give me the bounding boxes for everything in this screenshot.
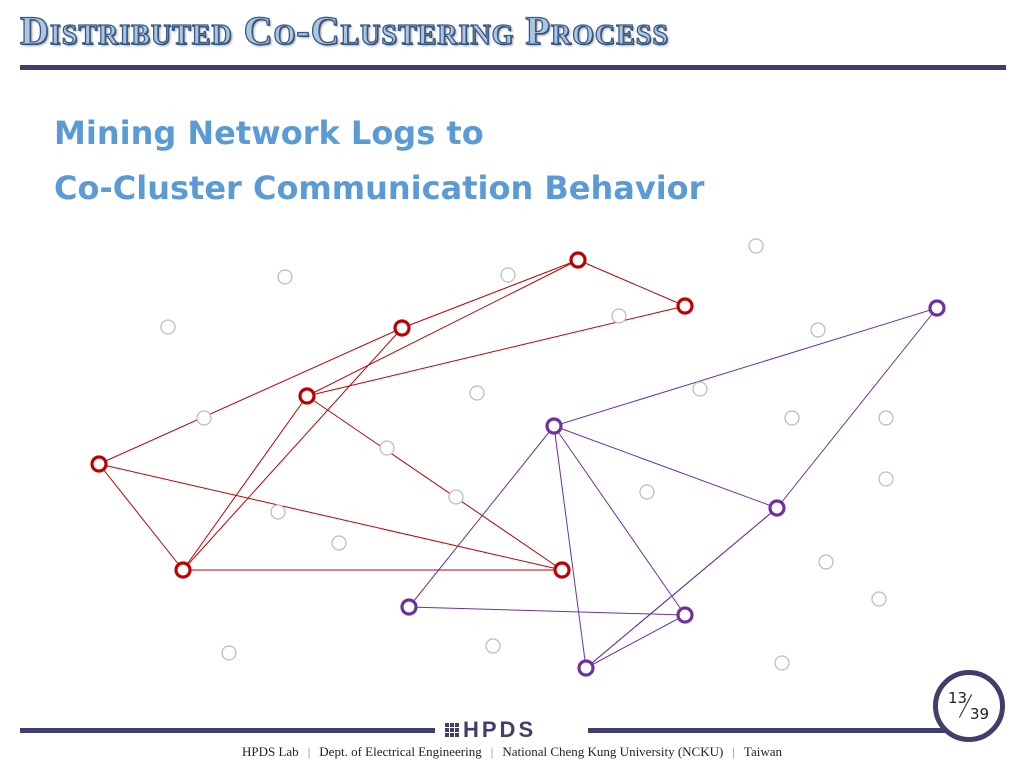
red-cluster-edge: [98, 327, 403, 465]
idle-node: [277, 269, 293, 285]
idle-node: [160, 319, 176, 335]
graph-edges: [98, 259, 938, 669]
red-cluster-node: [553, 561, 571, 579]
red-cluster-edge: [306, 395, 563, 571]
idle-node: [810, 322, 826, 338]
purple-cluster-edge: [553, 307, 938, 427]
page-number-badge: 13 39: [933, 670, 1005, 742]
red-cluster-edge: [577, 259, 686, 307]
idle-node: [485, 638, 501, 654]
purple-cluster-node: [676, 606, 694, 624]
footer-item-dept: Dept. of Electrical Engineering: [319, 744, 482, 759]
purple-cluster-node: [400, 598, 418, 616]
red-cluster-node: [393, 319, 411, 337]
purple-cluster-edge: [553, 425, 778, 509]
title-divider: [20, 65, 1006, 70]
red-cluster-node: [676, 297, 694, 315]
footer-item-country: Taiwan: [743, 744, 782, 759]
idle-node: [221, 645, 237, 661]
footer-divider-right: [588, 728, 956, 733]
idle-node: [379, 440, 395, 456]
red-cluster-edge: [98, 463, 184, 571]
red-cluster-edge: [98, 463, 563, 571]
purple-cluster-node: [545, 417, 563, 435]
idle-node: [469, 385, 485, 401]
purple-cluster-edge: [585, 614, 686, 669]
red-cluster-edge: [182, 395, 308, 571]
purple-cluster-edge: [408, 425, 555, 608]
idle-node: [639, 484, 655, 500]
red-cluster-node: [174, 561, 192, 579]
purple-cluster-edge: [585, 507, 778, 669]
footer-divider-left: [20, 728, 435, 733]
hpds-logo: HPDS: [445, 716, 581, 744]
footer-item-university: National Cheng Kung University (NCKU): [502, 744, 724, 759]
page-current: 13: [948, 689, 968, 707]
footer-separator: |: [490, 744, 494, 759]
slide-subtitle: Mining Network Logs to Co-Cluster Commun…: [54, 106, 954, 216]
idle-node: [784, 410, 800, 426]
red-cluster-node: [569, 251, 587, 269]
red-cluster-edge: [182, 327, 403, 571]
red-cluster-edge: [306, 259, 579, 397]
red-cluster-edge: [306, 305, 686, 397]
purple-cluster-node: [928, 299, 946, 317]
subtitle-line-2: Co-Cluster Communication Behavior: [54, 169, 705, 207]
footer-separator: |: [307, 744, 311, 759]
idle-node: [500, 267, 516, 283]
red-cluster-node: [90, 455, 108, 473]
purple-cluster-edge: [553, 425, 587, 669]
purple-cluster-node: [577, 659, 595, 677]
footer-credits: HPDS Lab | Dept. of Electrical Engineering…: [0, 744, 1024, 760]
purple-cluster-node: [768, 499, 786, 517]
purple-cluster-edge: [408, 606, 686, 616]
logo-dots-icon: [445, 723, 459, 737]
idle-node: [878, 471, 894, 487]
red-cluster-node: [298, 387, 316, 405]
idle-node: [331, 535, 347, 551]
purple-cluster-edge: [776, 307, 938, 509]
red-cluster-edge: [401, 259, 579, 329]
graph-nodes: [90, 238, 946, 677]
logo-text: HPDS: [463, 717, 537, 742]
idle-node: [611, 308, 627, 324]
idle-node: [871, 591, 887, 607]
idle-node: [692, 381, 708, 397]
idle-node: [748, 238, 764, 254]
idle-node: [448, 489, 464, 505]
idle-node: [270, 504, 286, 520]
footer-item-lab: HPDS Lab: [241, 744, 299, 759]
idle-node: [774, 655, 790, 671]
subtitle-line-1: Mining Network Logs to: [54, 114, 484, 152]
idle-node: [878, 410, 894, 426]
footer-separator: |: [732, 744, 735, 759]
slide-title: Distributed Co-Clustering Process: [19, 7, 669, 53]
idle-node: [818, 554, 834, 570]
purple-cluster-edge: [553, 425, 686, 616]
idle-node: [196, 410, 212, 426]
page-total: 39: [970, 705, 990, 723]
